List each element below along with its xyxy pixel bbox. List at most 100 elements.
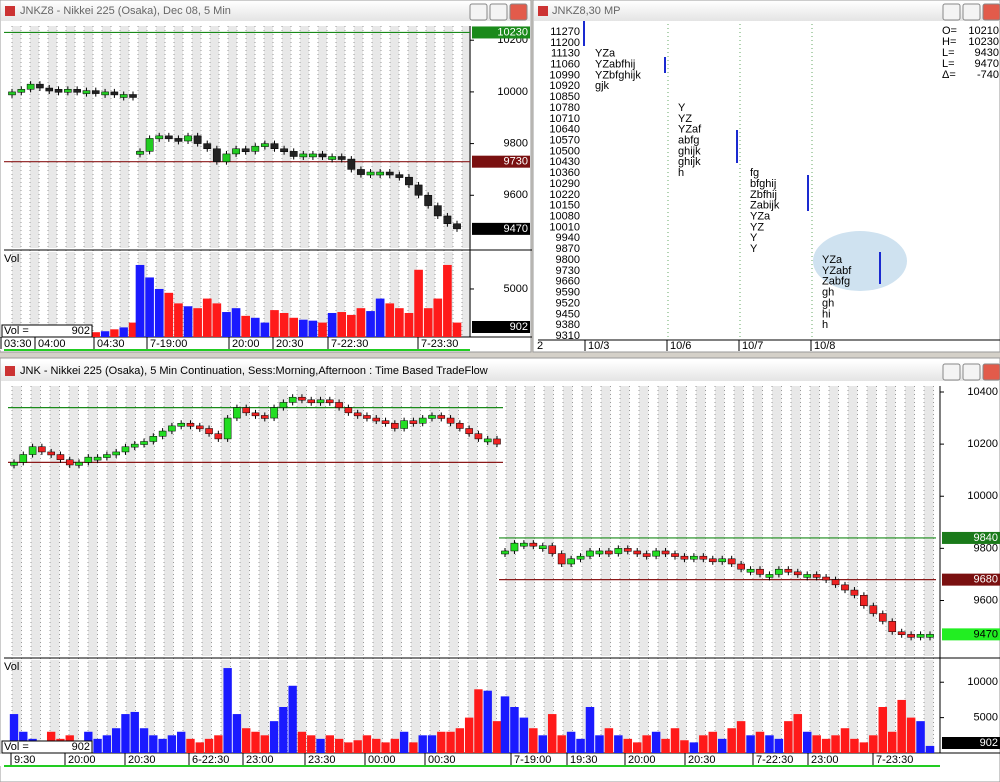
volume-bar [897,699,906,753]
stripe [658,386,668,656]
stripe [126,386,136,656]
window-button[interactable] [982,363,1000,381]
stat-value: 10230 [968,36,999,48]
volume-tag [472,321,530,333]
volume-bar [869,735,878,753]
title-bar[interactable] [1,1,530,21]
candle [212,148,221,162]
candle [465,428,473,434]
tpo-letters: Zabijk [750,200,780,212]
window-button[interactable] [942,363,961,381]
stripe [563,660,573,753]
tpo-letters: gh [822,297,834,309]
candle [344,407,353,414]
candle [140,441,148,445]
stripe [69,386,79,656]
stripe [639,386,649,656]
candle [119,94,128,98]
volume-bar [372,738,381,753]
readout-label: Vol = [4,741,29,753]
volume-tag-label: 902 [980,737,998,749]
volume-bar [269,721,279,753]
candle [510,542,519,552]
candle [483,438,492,443]
x-tick-label: 00:00 [368,754,396,766]
candle [424,195,433,206]
volume-bar [231,308,241,337]
volume-bar [353,740,362,753]
candle [907,634,915,638]
window-button[interactable] [489,3,508,21]
stripe [282,26,291,248]
x-tick-label: 20:30 [128,754,156,766]
volume-bar [385,303,395,337]
volume-bar [167,735,177,753]
title-bar[interactable] [1,361,999,381]
candle [145,138,154,152]
volume-bar [174,303,183,337]
stripe [318,26,327,248]
price-label: 10710 [549,113,580,125]
window-button[interactable] [982,3,1000,21]
candle [222,153,231,162]
x-tick-label: 04:30 [97,338,125,350]
y-tick-label: 5000 [504,283,528,295]
stripe [336,252,345,337]
window-button[interactable] [469,3,488,21]
tpo-letters: Y [750,232,758,244]
candle [385,171,394,176]
window-button[interactable] [962,363,981,381]
stripe [772,660,782,753]
volume-bar [793,714,803,753]
stripe [444,26,453,248]
volume-bar [298,319,308,337]
x-tick-label: 03:30 [4,338,32,350]
candle [888,621,897,633]
volume-bar [623,738,633,753]
candle [405,176,413,186]
candle [708,558,717,563]
stripe [506,386,516,656]
volume-bar [288,685,297,753]
title-bar[interactable] [534,1,999,21]
stripe [12,386,22,656]
stripe [316,660,326,753]
candle [177,423,185,427]
volume-bar [661,738,670,753]
date-label: 10/6 [670,340,691,352]
candle [193,135,202,144]
stripe [31,386,41,656]
stripe [183,660,193,753]
volume-bar [925,745,935,753]
stripe [791,386,801,656]
stripe [88,660,98,753]
window-button[interactable] [962,3,981,21]
candle [101,91,109,96]
candle [860,595,868,606]
stripe [715,660,725,753]
tpo-letters: YZ [750,221,764,233]
volume-bar [154,288,164,337]
volume-bar [538,735,548,753]
candle [605,550,613,555]
stat-value: 9430 [975,47,999,59]
candle [633,550,642,555]
stat-value: 9470 [975,58,999,70]
price-label: 10920 [549,80,580,92]
stripe [905,660,915,753]
volume-bar [327,312,337,337]
volume-bar [906,717,916,753]
candle [652,550,660,557]
price-tag-label: 9680 [974,574,998,586]
candle [149,436,158,442]
volume-bar [840,728,850,753]
candle [850,589,859,596]
window-button[interactable] [942,3,961,21]
readout-value: 902 [72,325,90,337]
volume-bar [260,322,270,337]
stripe [246,26,255,248]
stripe [734,386,744,656]
candle [529,542,538,547]
window-button[interactable] [509,3,528,21]
y-tick-label: 9800 [974,542,998,554]
